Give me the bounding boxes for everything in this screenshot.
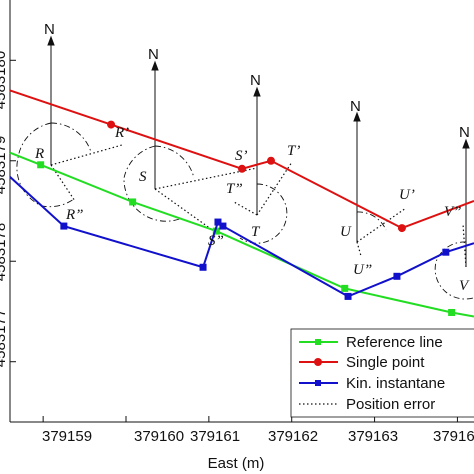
y-tick-label: 4583177 [0,309,9,367]
legend-label-kin-instantaneous: Kin. instantane [346,375,445,392]
point-label-u: U [340,224,352,240]
point-label-t: T [251,224,261,240]
point-label-r-prime: R’ [114,125,129,141]
north-label: N [459,124,470,141]
x-tick-label: 379160 [134,428,184,445]
data-point-kin-instantaneous [344,292,352,300]
point-label-s-prime: S’ [235,148,248,164]
data-point-kin-instantaneous [393,272,401,280]
legend-marker-reference-line [315,339,321,345]
north-arrows [47,35,470,267]
x-tick-label: 379159 [42,428,92,445]
north-label: N [250,72,261,89]
legend-label-single-point: Single point [346,354,425,371]
north-label: N [148,46,159,63]
data-point-single-point [267,156,275,165]
y-tick-label: 4583178 [0,223,9,281]
data-point-kin-instantaneous [219,222,227,230]
data-point-kin-instantaneous [214,218,222,226]
data-point-kin-instantaneous [60,222,68,230]
point-label-r: R [34,146,44,162]
legend-label-reference-line: Reference line [346,334,443,351]
data-point-kin-instantaneous [442,248,450,256]
x-tick-label: 379162 [268,428,318,445]
x-axis-title: East (m) [208,455,265,472]
data-point-single-point [107,120,116,129]
north-label: N [350,98,361,115]
position-error-lines [50,144,467,268]
legend: Reference line Single point Kin. instant… [290,328,474,418]
data-point-reference-line [37,161,45,169]
data-point-reference-line [129,198,137,206]
x-tick-label: 379163 [348,428,398,445]
legend-marker-single-point [314,358,322,366]
y-tick-label: 4583180 [0,51,9,109]
point-label-v: V [459,278,470,294]
data-point-single-point [238,164,246,173]
point-label-t-double: T” [226,181,243,197]
data-point-reference-line [448,308,456,316]
data-point-reference-line [212,227,220,235]
point-label-u-double: U” [353,262,372,278]
point-label-t-prime: T’ [287,143,300,159]
series-line-single-point [9,89,474,230]
legend-label-position-error: Position error [346,396,435,413]
x-tick-label: 379161 [190,428,240,445]
azimuth-arcs [16,122,474,300]
point-label-s: S [139,169,147,185]
point-label-r-double: R” [65,207,84,223]
point-label-v-double: V” [444,204,462,220]
y-tick-label: 4583179 [0,136,9,194]
series-layer [9,89,474,318]
point-label-u-prime: U’ [399,187,415,203]
legend-marker-kin-instantaneous [315,380,321,386]
data-point-single-point [397,224,406,233]
data-point-reference-line [341,284,349,292]
legend-box [290,328,474,418]
data-point-kin-instantaneous [199,263,207,271]
north-label: N [44,21,55,38]
point-label-s-double: S” [208,233,224,249]
